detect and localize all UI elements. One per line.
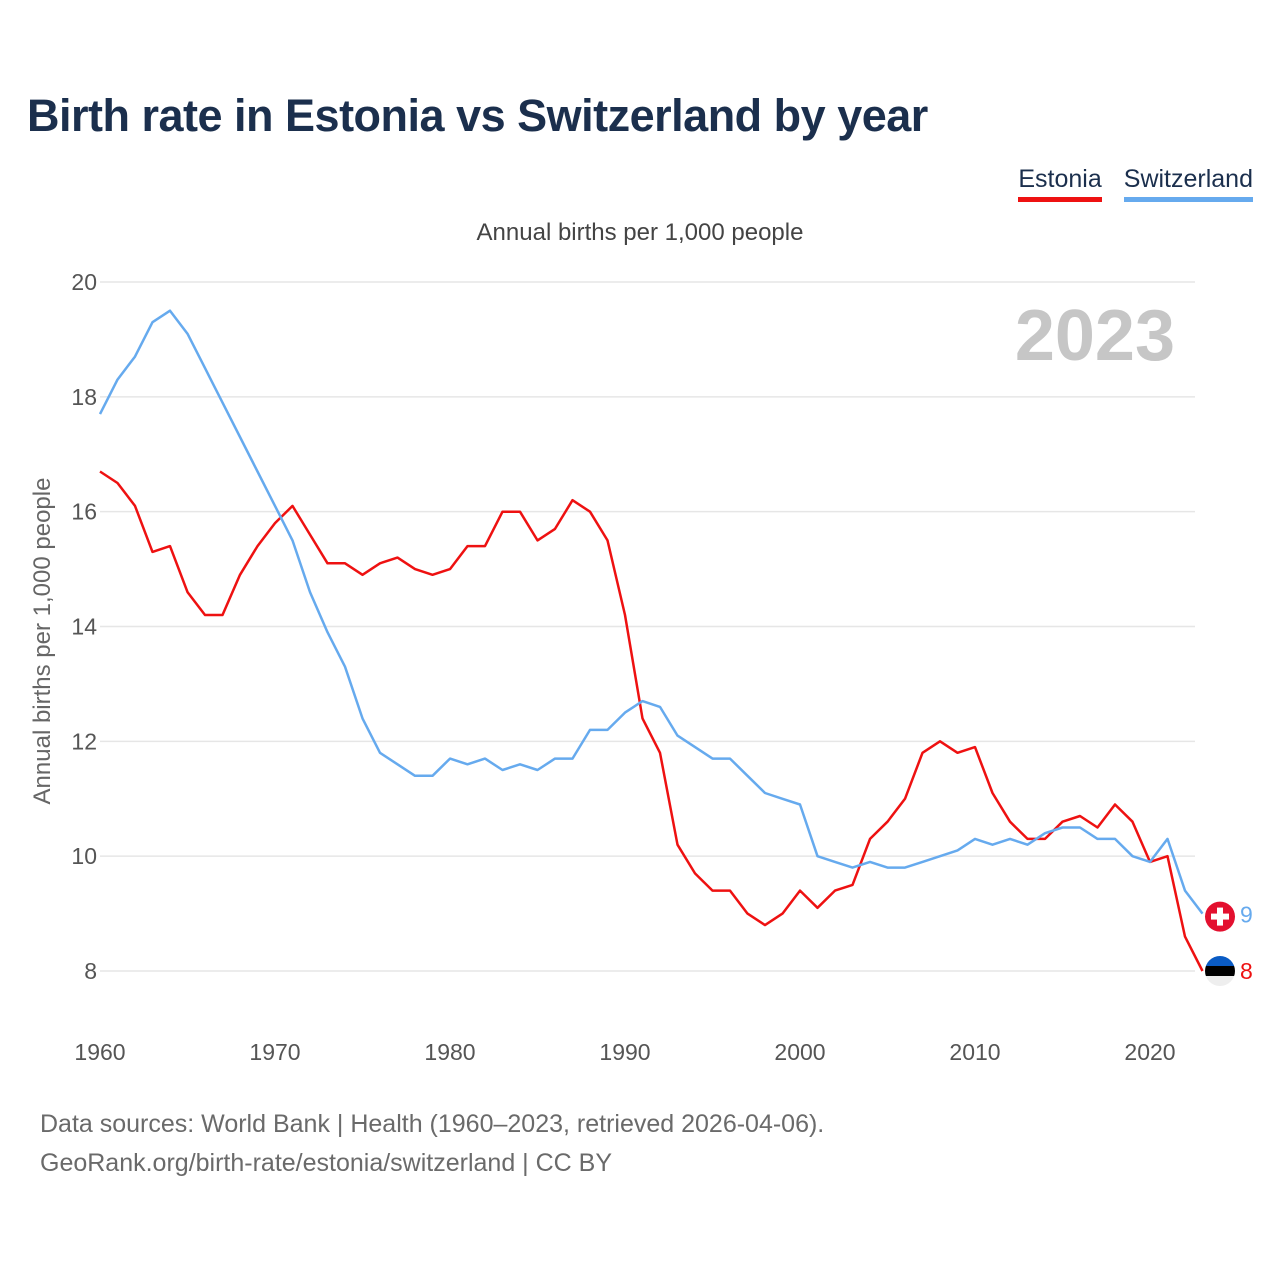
flag-stripe-white [1205, 976, 1235, 986]
source-line-2[interactable]: GeoRank.org/birth-rate/estonia/switzerla… [40, 1149, 613, 1177]
legend-item-estonia[interactable]: Estonia [1018, 165, 1102, 202]
flag-stripes [1205, 956, 1235, 986]
series-line-estonia[interactable] [99, 470, 1204, 972]
flag-cross-horizontal [1211, 913, 1229, 920]
x-tick-label: 1970 [249, 1039, 300, 1065]
legend-item-switzerland[interactable]: Switzerland [1123, 165, 1253, 202]
legend: Estonia Switzerland [1018, 165, 1253, 202]
line-chart: Annual births per 1,000 people Annual bi… [29, 219, 1253, 1065]
y-tick-label: 8 [84, 958, 97, 984]
y-tick-label: 20 [71, 269, 97, 295]
data-source: Data sources: World Bank | Health (1960–… [40, 1105, 824, 1183]
y-tick-label: 12 [71, 728, 97, 754]
x-tick-label: 1960 [74, 1039, 125, 1065]
y-tick-label: 18 [71, 384, 97, 410]
end-label-switzerland: 9 [1240, 902, 1253, 928]
chart-title: Birth rate in Estonia vs Switzerland by … [27, 90, 928, 141]
year-watermark: 2023 [1015, 296, 1175, 376]
source-line-1: Data sources: World Bank | Health (1960–… [40, 1110, 825, 1138]
switzerland-flag-icon [1205, 901, 1235, 932]
y-tick-label: 16 [71, 499, 97, 525]
end-label-estonia: 8 [1240, 958, 1253, 984]
x-tick-label: 1990 [599, 1039, 650, 1065]
series-line-switzerland[interactable] [98, 309, 1204, 915]
y-axis-label: Annual births per 1,000 people [29, 478, 56, 805]
x-tick-label: 2000 [774, 1039, 825, 1065]
chart-subtitle: Annual births per 1,000 people [477, 219, 804, 246]
x-tick-label: 1980 [424, 1039, 475, 1065]
x-tick-label: 2010 [949, 1039, 1000, 1065]
x-tick-label: 2020 [1124, 1039, 1175, 1065]
flag-stripe-black [1205, 966, 1235, 976]
y-tick-label: 10 [71, 843, 97, 869]
estonia-flag-icon [1205, 956, 1235, 986]
y-tick-label: 14 [71, 614, 97, 640]
flag-stripe-blue [1205, 956, 1235, 966]
